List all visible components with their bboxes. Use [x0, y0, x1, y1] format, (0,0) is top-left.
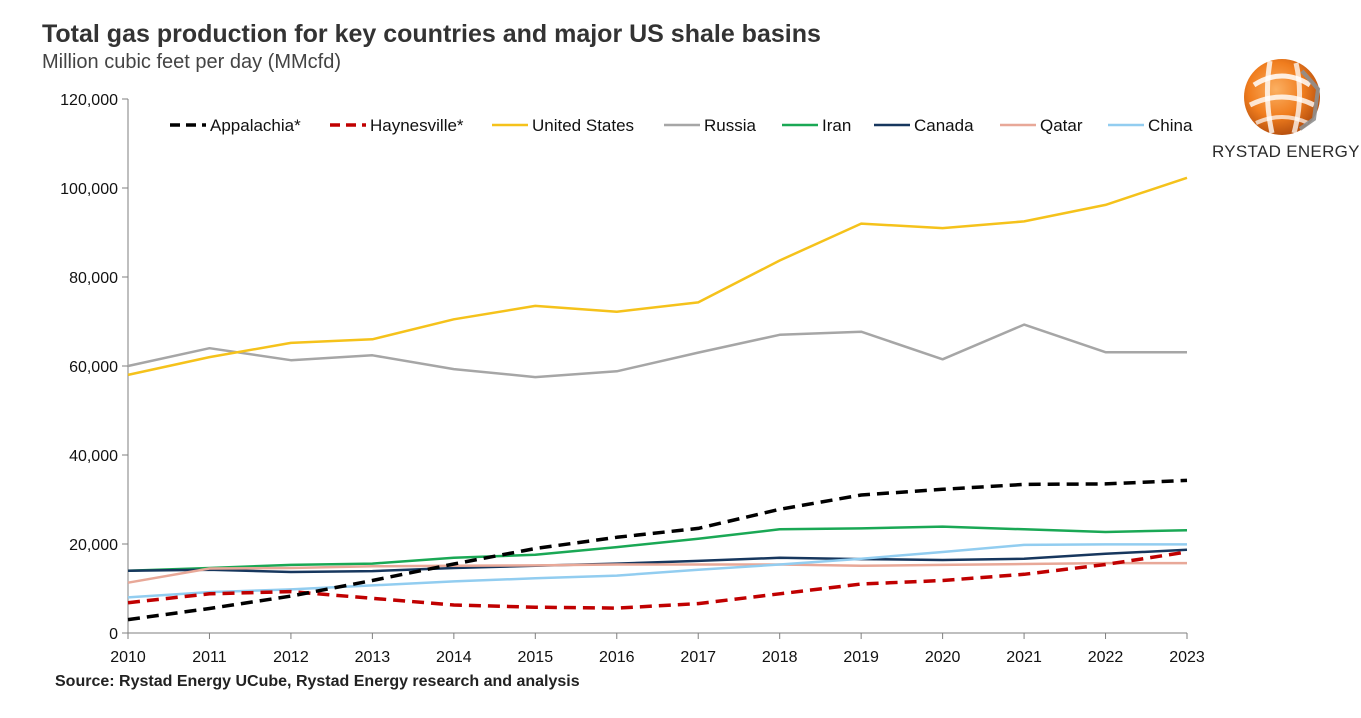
x-tick-label: 2016: [599, 649, 635, 666]
series-line-appalachia: [127, 478, 1188, 622]
y-tick-label: 80,000: [69, 270, 118, 287]
legend-label-iran: Iran: [822, 116, 851, 135]
chart-legend: Appalachia* Haynesville* United States Russ…: [170, 116, 1193, 135]
chart-axes: 0 20,000 40,000 60,000 80,000 100,000 120,000 2…: [60, 92, 1205, 666]
source-note: Source: Rystad Energy UCube, Rystad Ener…: [55, 673, 580, 690]
x-tick-label: 2014: [436, 649, 472, 666]
x-tick-label: 2013: [355, 649, 391, 666]
y-tick-label: 40,000: [69, 448, 118, 465]
legend-label-russia: Russia: [704, 116, 757, 135]
x-tick-label: 2019: [843, 649, 879, 666]
y-tick-label: 120,000: [60, 92, 118, 109]
series-line-russia: [127, 323, 1187, 379]
x-tick-label: 2012: [273, 649, 309, 666]
series-line-iran: [127, 525, 1188, 572]
legend-label-appalachia: Appalachia*: [210, 116, 301, 135]
series-line-qatar: [127, 561, 1187, 584]
x-tick-label: 2017: [680, 649, 716, 666]
y-tick-label: 20,000: [69, 537, 118, 554]
chart-title: Total gas production for key countries a…: [42, 20, 821, 48]
x-tick-label: 2020: [925, 649, 961, 666]
x-tick-label: 2022: [1088, 649, 1124, 666]
series-line-canada: [127, 548, 1188, 574]
x-tick-label: 2018: [762, 649, 798, 666]
series-line-united-states: [127, 176, 1188, 377]
rystad-logo-icon: [1244, 59, 1321, 135]
x-tick-label: 2010: [110, 649, 146, 666]
legend-label-haynesville: Haynesville*: [370, 116, 464, 135]
x-tick-label: 2015: [518, 649, 554, 666]
legend-label-qatar: Qatar: [1040, 116, 1083, 135]
chart-subtitle: Million cubic feet per day (MMcfd): [42, 51, 341, 73]
series-line-china: [127, 543, 1187, 599]
x-tick-label: 2011: [192, 649, 227, 666]
legend-label-china: China: [1148, 116, 1193, 135]
y-tick-label: 0: [109, 626, 118, 643]
y-tick-label: 60,000: [69, 359, 118, 376]
series-line-haynesville: [127, 550, 1188, 610]
x-tick-label: 2023: [1169, 649, 1205, 666]
brand-name: RYSTAD ENERGY: [1212, 142, 1360, 161]
legend-label-canada: Canada: [914, 116, 974, 135]
x-tick-label: 2021: [1006, 649, 1042, 666]
chart-series: [127, 176, 1188, 622]
y-tick-label: 100,000: [60, 181, 118, 198]
legend-label-united-states: United States: [532, 116, 634, 135]
